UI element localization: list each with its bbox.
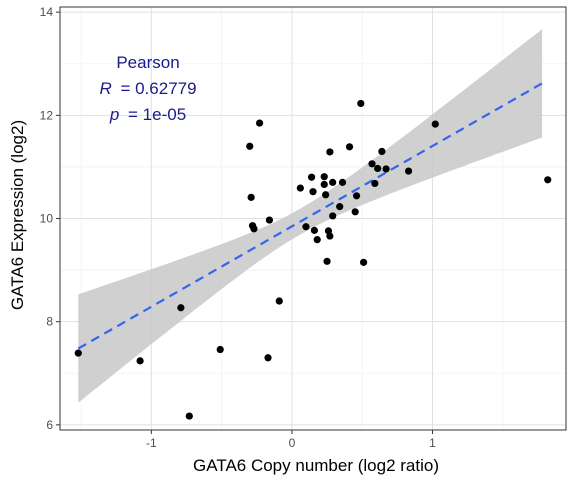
data-point <box>302 223 310 231</box>
data-point <box>378 147 386 156</box>
data-point <box>544 176 552 184</box>
x-tick-label: 0 <box>289 436 296 450</box>
annotation-title: Pearson <box>116 53 179 72</box>
data-point <box>322 191 330 199</box>
data-point <box>177 304 185 312</box>
pearson-annotation: Pearson R = 0.62779 p = 1e-05 <box>99 53 196 124</box>
data-point <box>338 178 347 186</box>
data-point <box>336 203 344 211</box>
confidence-band-area <box>78 29 543 403</box>
x-axis-title: GATA6 Copy number (log2 ratio) <box>193 456 439 475</box>
data-point <box>255 119 264 127</box>
y-tick-label: 14 <box>40 5 54 19</box>
data-point <box>320 173 328 181</box>
data-point <box>320 180 328 189</box>
data-point <box>404 167 413 175</box>
x-tick-label: -1 <box>146 436 157 450</box>
data-point <box>275 297 283 305</box>
data-point <box>136 357 144 365</box>
data-point <box>250 225 258 233</box>
y-tick-label: 8 <box>46 315 53 329</box>
data-point <box>185 412 193 420</box>
data-point <box>74 349 82 357</box>
data-point <box>323 257 331 265</box>
p-symbol: p <box>109 105 119 124</box>
data-point <box>351 208 359 216</box>
y-axis-title: GATA6 Expression (log2) <box>8 120 27 310</box>
data-point <box>326 148 334 156</box>
p-value: = 1e-05 <box>128 105 186 124</box>
data-point <box>216 345 224 354</box>
data-point <box>247 193 255 201</box>
data-point <box>368 160 376 168</box>
data-point <box>431 120 439 128</box>
data-point <box>329 178 337 186</box>
data-point <box>309 188 317 196</box>
data-point <box>307 173 316 181</box>
data-points <box>74 99 552 420</box>
data-point <box>329 212 337 220</box>
data-point <box>296 184 304 192</box>
y-tick-label: 12 <box>40 108 54 122</box>
data-point <box>374 164 382 173</box>
r-symbol: R <box>99 79 111 98</box>
axis-ticks: -1 0 1 6 8 10 12 14 <box>40 5 436 450</box>
confidence-band <box>78 29 543 403</box>
data-point <box>246 142 254 150</box>
data-point <box>352 192 361 200</box>
data-point <box>360 258 368 266</box>
data-point <box>310 226 319 234</box>
annotation-r: R = 0.62779 <box>99 79 196 98</box>
data-point <box>382 165 390 173</box>
x-tick-label: 1 <box>429 436 436 450</box>
r-value: = 0.62779 <box>120 79 196 98</box>
annotation-p: p = 1e-05 <box>109 105 186 124</box>
data-point <box>264 354 272 362</box>
data-point <box>357 99 365 108</box>
data-point <box>326 232 334 240</box>
data-point <box>265 216 274 224</box>
y-tick-label: 10 <box>40 212 54 226</box>
y-tick-label: 6 <box>46 418 53 432</box>
data-point <box>371 179 379 188</box>
data-point <box>313 236 321 244</box>
data-point <box>345 143 354 151</box>
